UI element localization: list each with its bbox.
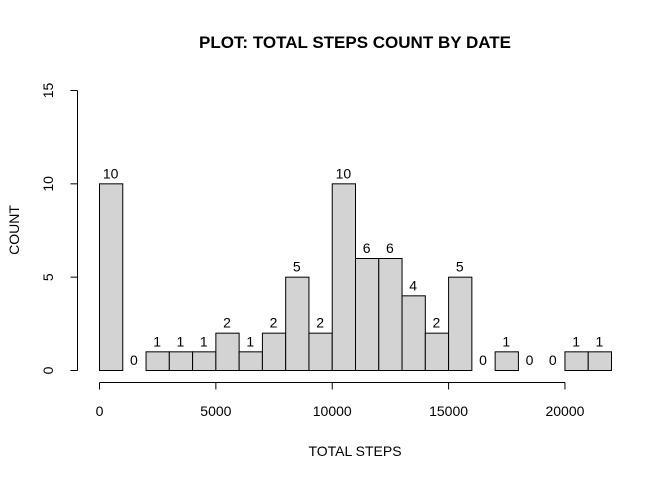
bar-data-label: 2: [270, 315, 278, 331]
x-tick-label: 15000: [429, 403, 468, 419]
bar-data-label: 0: [549, 352, 557, 368]
bar-data-label: 6: [386, 240, 394, 256]
bar-data-label: 2: [316, 315, 324, 331]
bar-data-label: 1: [595, 333, 603, 349]
histogram-bar: [168, 351, 194, 372]
x-axis-label: TOTAL STEPS: [308, 443, 401, 459]
x-tick-label: 5000: [200, 403, 231, 419]
bar-data-label: 1: [200, 333, 208, 349]
bar-data-label: 10: [103, 165, 119, 181]
x-tick-label: 10000: [313, 403, 352, 419]
x-tick-label: 20000: [545, 403, 584, 419]
bar-data-label: 2: [433, 315, 441, 331]
bar-data-label: 0: [526, 352, 534, 368]
bar-data-label: 1: [153, 333, 161, 349]
bar-data-label: 0: [130, 352, 138, 368]
histogram-bar: [587, 351, 613, 372]
histogram-bar: [401, 295, 426, 372]
chart-title: PLOT: TOTAL STEPS COUNT BY DATE: [199, 33, 511, 52]
histogram-bar: [145, 351, 170, 372]
histogram-bar: [285, 276, 310, 371]
bar-data-label: 1: [246, 333, 254, 349]
histogram-bar: [564, 351, 589, 372]
bar-data-label: 2: [223, 315, 231, 331]
bar-data-label: 5: [456, 259, 464, 275]
histogram-bar: [261, 332, 287, 371]
x-tick-label: 0: [96, 403, 104, 419]
histogram-bar: [192, 351, 217, 372]
histogram-bar: [424, 332, 450, 371]
x-axis: 0 5000 10000 15000 20000: [96, 382, 585, 419]
bar-data-label: 4: [409, 277, 417, 293]
histogram-bar: [355, 258, 380, 371]
bar-data-label: 6: [363, 240, 371, 256]
histogram-bar: [238, 351, 263, 372]
histogram-bar: [448, 276, 473, 371]
bar-data-label: 0: [479, 352, 487, 368]
y-tick-label: 0: [40, 366, 56, 374]
y-tick-label: 5: [40, 273, 56, 281]
histogram-bar: [331, 183, 356, 371]
histogram-bar: [494, 351, 519, 372]
y-axis-label: COUNT: [6, 205, 22, 255]
y-axis: 0 5 10 15: [40, 83, 78, 374]
histogram-bar: [99, 183, 124, 371]
bar-data-label: 1: [177, 333, 185, 349]
bar-data-label: 10: [336, 165, 352, 181]
y-tick-label: 15: [40, 83, 56, 99]
bar-data-label: 1: [572, 333, 580, 349]
bar-data-label: 5: [293, 259, 301, 275]
bars-group: [99, 183, 613, 372]
histogram-bar: [308, 332, 333, 371]
histogram-bar: [215, 332, 240, 371]
bar-data-label: 1: [502, 333, 510, 349]
histogram-bar: [378, 258, 403, 371]
y-tick-label: 10: [40, 176, 56, 192]
